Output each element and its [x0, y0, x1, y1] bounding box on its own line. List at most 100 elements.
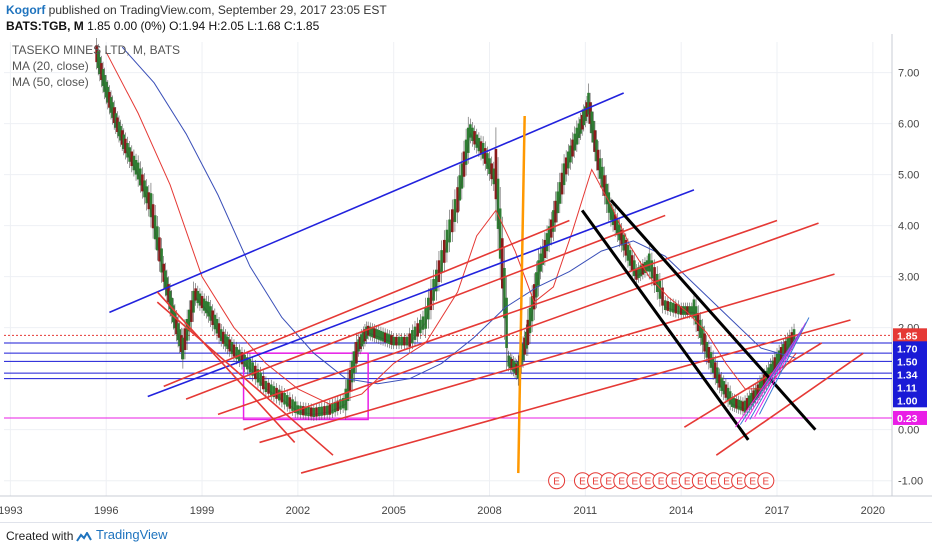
publish-line: Kogorf published on TradingView.com, Sep… [6, 3, 387, 17]
published-text: published on TradingView.com, September … [48, 3, 387, 17]
candle-body [122, 134, 126, 150]
author-link[interactable]: Kogorf [6, 3, 46, 17]
fan-line-drawing[interactable] [739, 337, 797, 425]
price-label-box [893, 341, 927, 356]
candle-body [498, 208, 502, 259]
earnings-marker-label: E [736, 477, 743, 488]
trend-line-drawing[interactable] [109, 92, 624, 314]
legend-ma20[interactable]: MA (20, close) [12, 59, 89, 73]
earnings-marker-label: E [762, 477, 769, 488]
candle-body [595, 139, 598, 162]
candle-body [156, 226, 159, 251]
candle-body [784, 341, 787, 354]
candle-body [562, 163, 566, 186]
candle-body [366, 325, 370, 336]
candle-body [633, 260, 636, 277]
candle-body [733, 398, 736, 408]
price-chart[interactable]: EEEEEEEEEEEEEEEE7.006.005.004.003.002.00… [0, 34, 932, 522]
candle-body [590, 111, 594, 134]
candle-body [291, 399, 294, 411]
fan-line-drawing[interactable] [754, 322, 807, 418]
candle-body [588, 102, 592, 124]
trend-line-drawing[interactable] [683, 342, 823, 428]
candle-body [782, 344, 785, 357]
candle-body [686, 306, 689, 315]
price-label-box [893, 367, 927, 382]
candle-body [567, 151, 570, 169]
candle-body [413, 326, 417, 340]
y-tick-label: 6.00 [898, 119, 919, 131]
x-tick-label: 2017 [765, 505, 789, 517]
candle-body [552, 210, 555, 232]
candle-body [101, 69, 105, 86]
trend-line-drawing[interactable] [185, 214, 666, 400]
y-tick-label: -1.00 [898, 476, 923, 488]
candle-body [477, 137, 481, 152]
candle-body [526, 319, 530, 346]
trend-line-drawing[interactable] [243, 222, 819, 431]
trend-line-drawing[interactable] [217, 219, 778, 416]
earnings-marker[interactable] [548, 472, 566, 490]
candle-body [458, 175, 462, 201]
candle-body [490, 163, 493, 180]
candle-body [661, 287, 664, 306]
trend-line-drawing[interactable] [147, 189, 695, 398]
candle-body [207, 301, 210, 317]
candle-body [756, 384, 760, 398]
candle-body [775, 353, 779, 368]
x-tick-label: 2020 [861, 505, 885, 517]
candle-body [183, 328, 187, 351]
candle-body [554, 200, 557, 223]
candle-body [200, 296, 204, 309]
earnings-marker-label: E [553, 477, 560, 488]
candle-body [737, 399, 740, 410]
candle-body [762, 374, 766, 388]
trend-line-drawing[interactable] [300, 319, 851, 474]
price-series-line [96, 57, 797, 415]
fan-line-drawing[interactable] [749, 327, 803, 420]
candle-body [450, 209, 454, 233]
tradingview-link[interactable]: TradingView [76, 527, 168, 542]
symbol-label: BATS:TGB, M [6, 19, 84, 33]
candle-body [462, 151, 466, 177]
earnings-marker[interactable] [757, 472, 775, 490]
candle-body [264, 381, 268, 393]
candle-body [639, 265, 643, 277]
candle-body [760, 377, 764, 391]
candle-body [605, 183, 608, 205]
candle-body [705, 341, 709, 358]
candle-body [390, 335, 393, 345]
fan-line-drawing[interactable] [758, 317, 810, 415]
candle-body [128, 147, 131, 162]
ma50-line [121, 46, 797, 385]
fan-line-drawing[interactable] [744, 332, 800, 423]
legend-ma50[interactable]: MA (50, close) [12, 75, 89, 89]
candle-body [679, 306, 683, 315]
candle-body [573, 133, 577, 151]
candle-body [637, 267, 640, 279]
trend-line-drawing[interactable] [163, 219, 570, 388]
earnings-marker-label: E [632, 477, 639, 488]
candle-body [622, 234, 625, 251]
candle-body [473, 131, 476, 145]
trend-line-drawing[interactable] [517, 115, 526, 474]
trend-line-drawing[interactable] [156, 291, 296, 443]
candle-body [709, 352, 713, 368]
trend-line-drawing[interactable] [259, 273, 835, 444]
trend-line-drawing[interactable] [609, 199, 817, 431]
trend-line-drawing[interactable] [580, 209, 750, 441]
candle-body [217, 323, 221, 338]
trend-line-drawing[interactable] [156, 301, 334, 456]
price-label-box [893, 393, 927, 408]
trend-line-drawing[interactable] [715, 352, 864, 456]
candle-body [754, 387, 758, 400]
candle-body [346, 379, 350, 402]
earnings-marker-label: E [697, 477, 704, 488]
candle-body [512, 360, 515, 372]
candle-body [245, 357, 249, 370]
candle-body [701, 326, 704, 345]
candle-body [283, 392, 286, 405]
candle-body [158, 237, 161, 262]
candle-body [703, 333, 706, 352]
candle-body [641, 263, 645, 275]
